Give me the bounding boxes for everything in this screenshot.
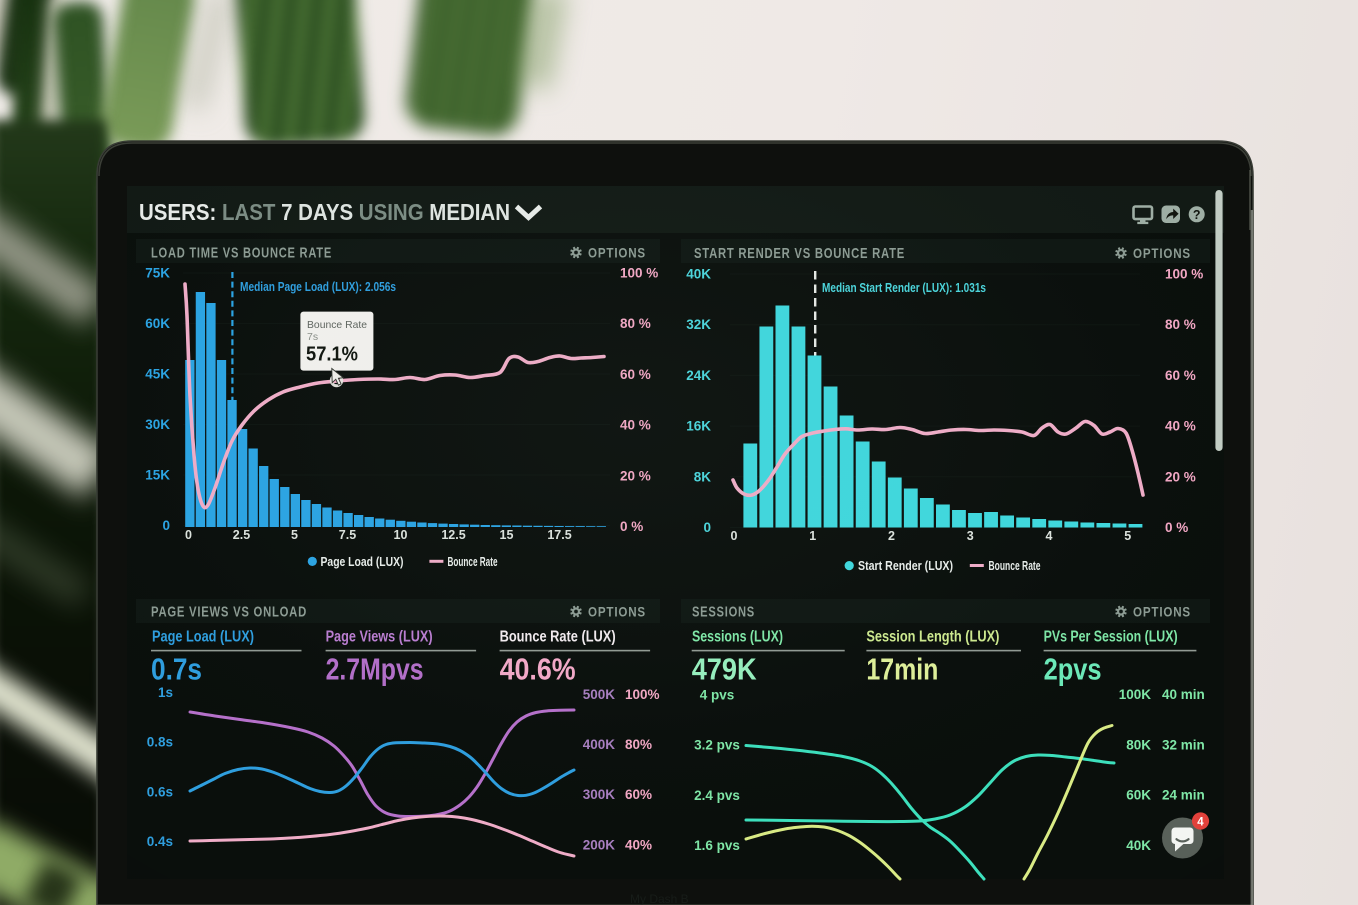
svg-text:My Dash B: My Dash B bbox=[630, 892, 689, 905]
